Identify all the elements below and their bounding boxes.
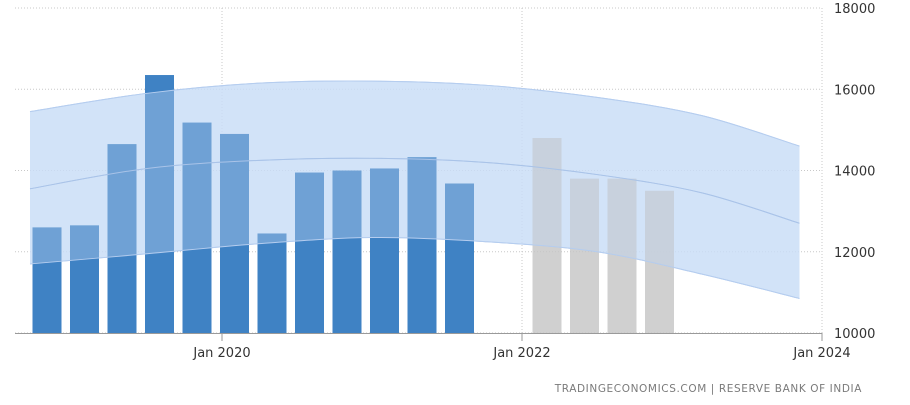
actual-bar (107, 144, 137, 333)
actual-bar (407, 157, 437, 333)
x-tick-label: Jan 2022 (492, 346, 550, 361)
actual-bar (370, 168, 399, 333)
bars (32, 75, 674, 333)
actual-bar (445, 183, 474, 333)
y-tick-label: 14000 (834, 165, 875, 180)
forecast-bar (570, 178, 599, 333)
band-upper-edge (29, 80, 800, 147)
actual-bar (70, 225, 99, 333)
source-attribution: TRADINGECONOMICS.COM | RESERVE BANK OF I… (554, 383, 862, 395)
band-lower-edge (29, 236, 800, 299)
y-tick-label: 12000 (834, 246, 875, 261)
actual-bar (145, 75, 174, 333)
actual-bar (182, 122, 212, 333)
x-tick-label: Jan 2020 (192, 346, 250, 361)
forecast-band-overlay (29, 80, 800, 299)
x-axis-ticks: Jan 2020 Jan 2022 Jan 2024 (192, 346, 850, 361)
actual-bar (220, 133, 249, 333)
x-tick-label: Jan 2024 (792, 346, 850, 361)
band-center-line (29, 157, 800, 224)
actual-bar (32, 227, 62, 333)
forecast-bar (532, 138, 562, 333)
y-tick-label: 10000 (834, 327, 875, 342)
actual-bar (295, 172, 324, 333)
actual-bar (332, 170, 362, 333)
y-tick-label: 18000 (834, 2, 875, 17)
y-axis-ticks: 10000 12000 14000 16000 18000 (834, 2, 875, 342)
y-tick-label: 16000 (834, 83, 875, 98)
axes (15, 333, 823, 341)
band-area (30, 81, 800, 299)
actual-bar (257, 233, 287, 333)
